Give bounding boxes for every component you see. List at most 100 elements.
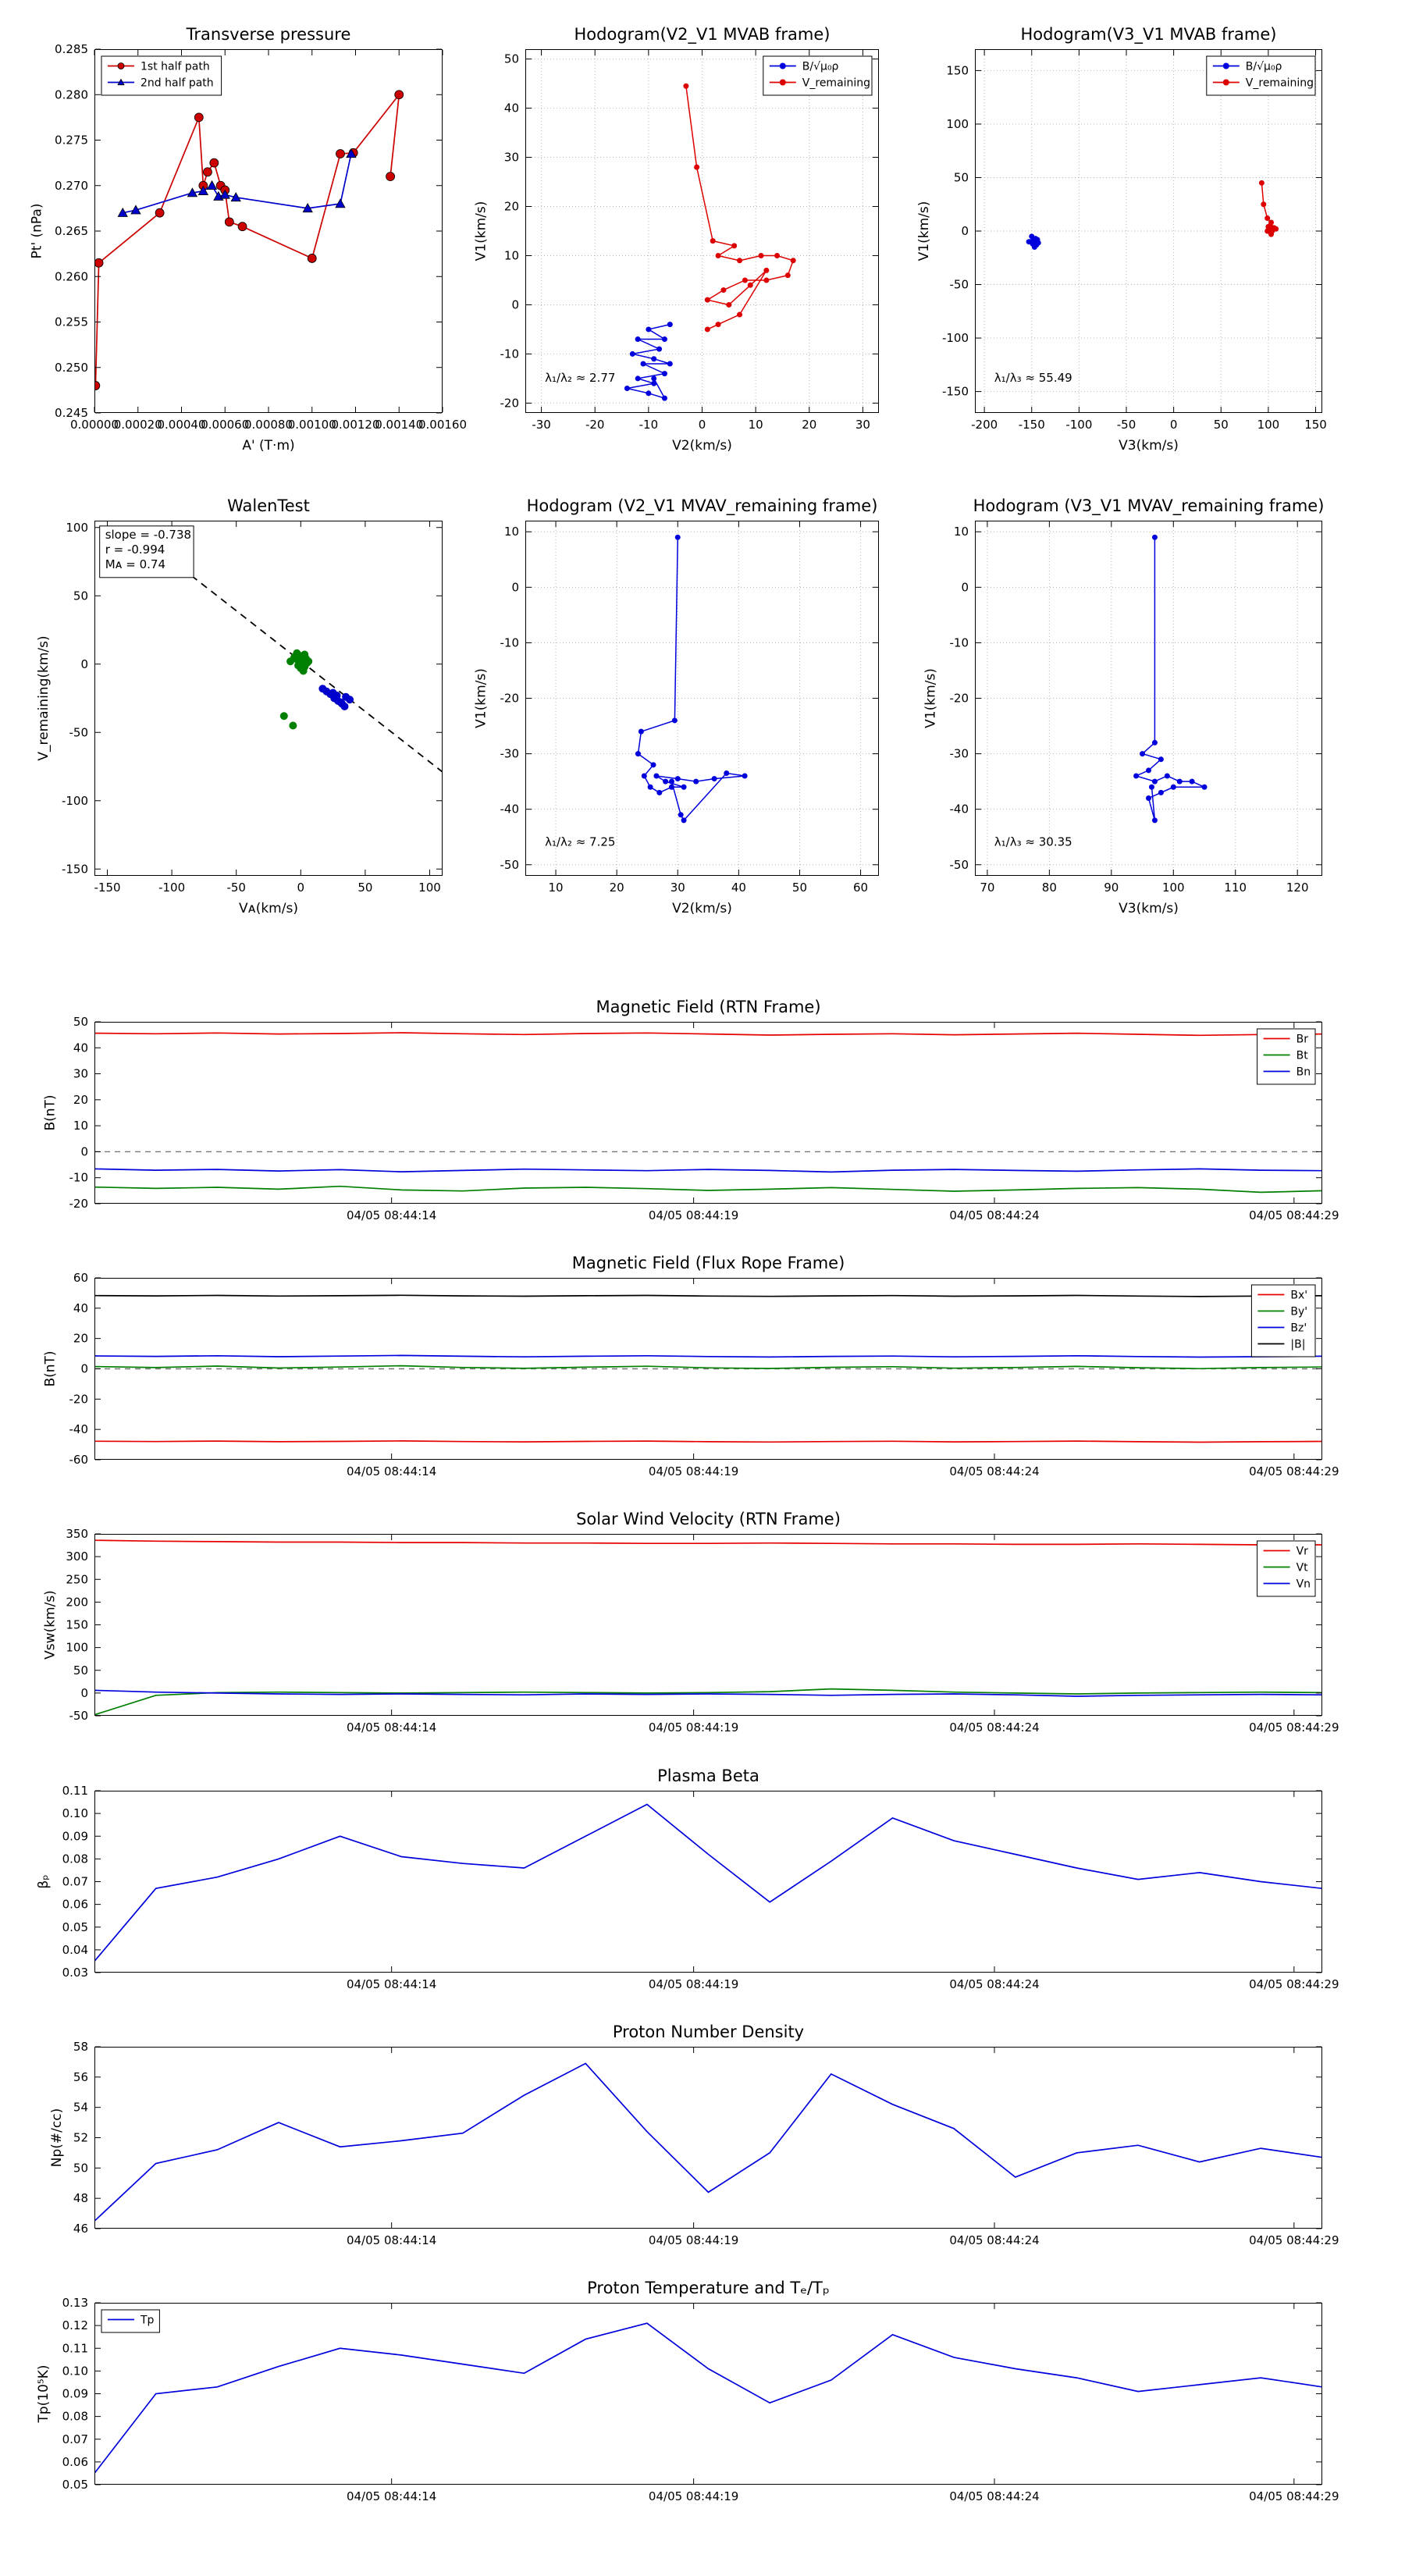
y-tick-label: -40 <box>950 802 969 817</box>
y-tick-label: 30 <box>504 151 519 165</box>
x-tick-label: 04/05 08:44:24 <box>949 1720 1039 1735</box>
axes-border <box>975 521 1322 876</box>
marker <box>1176 778 1183 785</box>
marker <box>763 267 770 273</box>
marker <box>1148 784 1154 790</box>
x-tick-label: 20 <box>610 881 624 895</box>
y-tick-label: -100 <box>62 794 88 808</box>
marker <box>1140 751 1146 757</box>
marker <box>638 728 644 735</box>
chart-hodogram-v3v1-mvab: -200 -150 -100 -50 0 50 100 150 -150 -100 -50 0 50 10… <box>916 25 1327 454</box>
marker <box>194 112 204 123</box>
annotation-text: λ₁/λ₂ ≈ 2.77 <box>545 371 615 385</box>
legend-label: Bx' <box>1290 1290 1307 1302</box>
y-tick-label: 0 <box>80 657 88 671</box>
x-tick-label: 04/05 08:44:14 <box>347 1208 436 1222</box>
marker <box>737 258 743 264</box>
y-tick-label: 0.03 <box>62 1966 88 1980</box>
y-tick-label: 20 <box>73 1093 88 1107</box>
y-tick-label: 0.245 <box>55 406 88 420</box>
marker <box>747 282 753 288</box>
y-tick-label: -50 <box>69 725 89 739</box>
y-tick-label: 58 <box>73 2040 88 2054</box>
chart-title: Proton Temperature and Tₑ/Tₚ <box>587 2279 830 2297</box>
y-tick-label: -20 <box>500 692 520 706</box>
y-tick-label: 0.250 <box>55 361 88 375</box>
y-tick-label: 350 <box>66 1527 88 1541</box>
x-tick-label: 80 <box>1042 881 1057 895</box>
x-tick-label: 04/05 08:44:19 <box>649 1208 738 1222</box>
y-tick-label: 10 <box>954 525 969 539</box>
x-tick-label: 0.00120 <box>331 418 379 432</box>
y-tick-label: 40 <box>73 1041 88 1055</box>
plot-np: 04/05 08:44:14 04/05 08:44:19 04/05 08:44:… <box>49 2023 1339 2247</box>
marker <box>661 371 667 377</box>
marker <box>1030 237 1037 243</box>
marker <box>94 258 104 268</box>
marker <box>656 346 663 352</box>
plot-tp: 04/05 08:44:14 04/05 08:44:19 04/05 08:44:… <box>36 2279 1339 2503</box>
x-tick-label: 04/05 08:44:19 <box>649 1720 738 1735</box>
marker <box>1158 756 1164 763</box>
y-tick-label: 0.07 <box>62 1875 88 1889</box>
marker <box>1158 789 1164 795</box>
x-tick-label: 04/05 08:44:24 <box>949 1208 1039 1222</box>
x-tick-label: 04/05 08:44:29 <box>1249 1720 1339 1735</box>
y-tick-label: 40 <box>73 1301 88 1315</box>
y-tick-label: -10 <box>500 347 520 361</box>
y-tick-label: 50 <box>73 1015 88 1029</box>
marker <box>742 773 748 779</box>
series-bz-prime <box>94 1354 1322 1358</box>
marker <box>646 390 652 397</box>
x-tick-label: -30 <box>532 418 551 432</box>
y-tick-label: 0 <box>961 224 969 238</box>
x-tick-label: 0.00020 <box>114 418 162 432</box>
legend-label: B/√μ₀ρ <box>1246 61 1282 73</box>
axes-border <box>94 1791 1322 1973</box>
x-tick-label: 150 <box>1304 418 1327 432</box>
series-bn <box>94 1168 1322 1173</box>
marker <box>724 770 730 776</box>
marker <box>704 326 710 333</box>
chart-transverse-pressure: 0.00000 0.00020 0.00040 0.00060 0.00080 0.001… <box>30 25 468 454</box>
marker <box>237 222 247 232</box>
y-tick-label: 0.265 <box>55 224 88 238</box>
x-axis-label: A' (T·m) <box>242 438 294 454</box>
marker <box>117 78 125 86</box>
chart-solar-wind-velocity: 04/05 08:44:14 04/05 08:44:19 04/05 08:44:… <box>43 1510 1339 1735</box>
series-v-path <box>637 537 745 822</box>
axes-border <box>525 521 879 876</box>
series-bx-prime <box>94 1440 1322 1443</box>
axes-border <box>94 2303 1322 2485</box>
chart-title: Hodogram(V3_V1 MVAB frame) <box>1021 25 1277 44</box>
chart-title: Proton Number Density <box>613 2023 804 2041</box>
x-axis-label: V2(km/s) <box>672 901 732 916</box>
y-tick-label: 0.10 <box>62 2364 88 2378</box>
marker <box>624 386 630 392</box>
x-tick-label: 04/05 08:44:24 <box>949 1977 1039 1991</box>
y-tick-label: 60 <box>73 1271 88 1285</box>
x-tick-label: 04/05 08:44:14 <box>347 1977 436 1991</box>
y-axis-label: V1(km/s) <box>474 668 489 728</box>
marker <box>94 381 101 390</box>
marker <box>681 817 687 824</box>
marker <box>661 336 667 343</box>
x-tick-label: 120 <box>1286 881 1309 895</box>
y-axis-label: V1(km/s) <box>474 201 489 262</box>
y-tick-label: 40 <box>504 101 519 116</box>
marker <box>1164 773 1170 779</box>
x-tick-label: 0.00080 <box>244 418 293 432</box>
legend-label: Bt <box>1297 1050 1309 1062</box>
y-axis-label: Tp(10⁵K) <box>36 2364 52 2423</box>
chart-hodogram-v2v1-mvab: -30 -20 -10 0 10 20 30 -20 -10 0 10 20 30 40 50 Hodogra… <box>474 25 879 454</box>
marker <box>661 395 667 401</box>
marker <box>651 380 657 386</box>
y-tick-label: 150 <box>946 63 969 77</box>
marker <box>646 326 652 333</box>
x-tick-label: 0.00060 <box>201 418 249 432</box>
x-tick-label: -50 <box>1117 418 1136 432</box>
y-tick-label: 20 <box>504 200 519 214</box>
annotation-text: slope = -0.738 <box>105 528 191 542</box>
plot-transverse_pressure: 0.000000.000200.000400.000600.000800.001… <box>30 25 468 454</box>
